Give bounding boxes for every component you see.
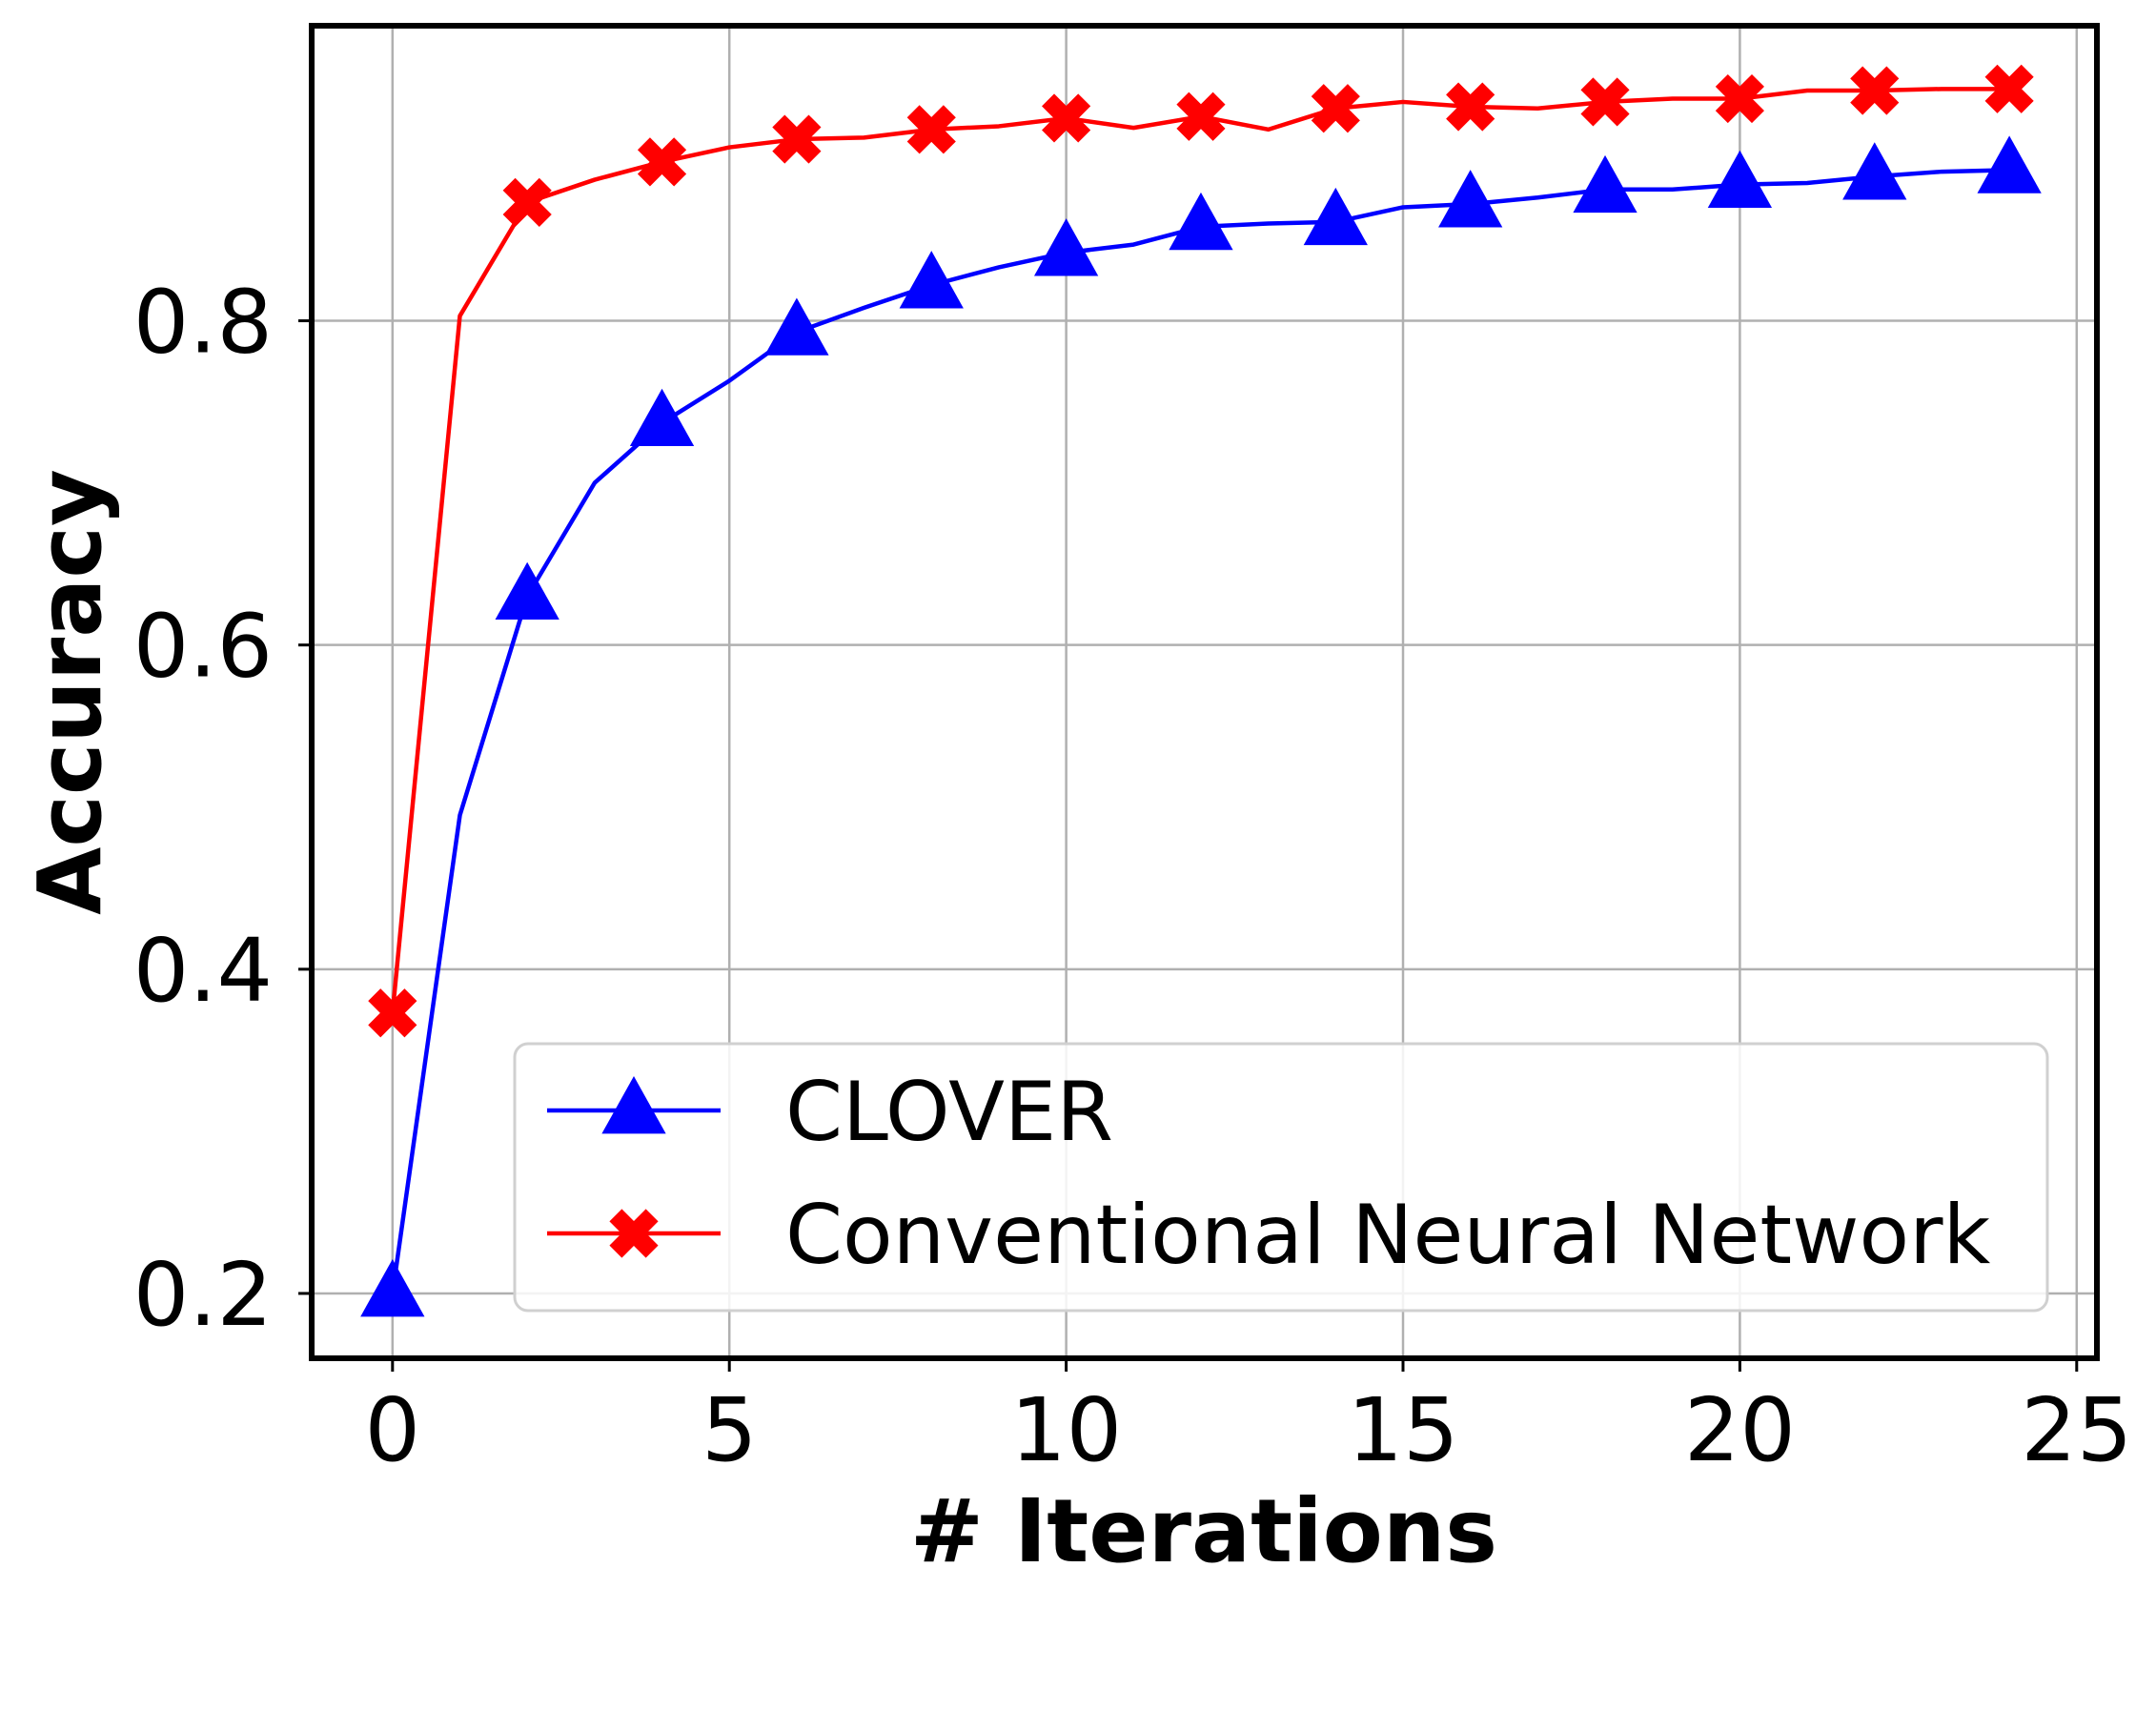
- data-point-x: [1715, 73, 1764, 124]
- data-point-triangle: [360, 1259, 425, 1317]
- x-marker-shape: [368, 988, 417, 1038]
- x-marker-shape: [1311, 84, 1360, 133]
- y-tick-label: 0.2: [133, 1244, 273, 1346]
- legend-entries: CLOVER Conventional Neural Network: [547, 1065, 1990, 1283]
- data-point-x: [1580, 77, 1630, 127]
- x-marker-shape: [1715, 73, 1764, 124]
- legend: CLOVER Conventional Neural Network: [513, 1042, 2049, 1313]
- x-marker-shape: [502, 177, 552, 227]
- tick-labels: 0 5 10 15 20 25 0.2 0.4 0.6 0.8: [133, 272, 2133, 1481]
- data-point-x: [1984, 64, 2034, 113]
- x-marker-shape: [1850, 66, 1900, 115]
- data-point-triangle: [1303, 187, 1368, 246]
- x-marker-shape: [772, 114, 822, 164]
- data-point-triangle: [1573, 154, 1637, 214]
- x-marker-shape: [906, 105, 956, 154]
- x-marker-shape: [1984, 64, 2034, 113]
- x-marker-shape: [1580, 77, 1630, 127]
- data-point-x: [1446, 82, 1495, 132]
- data-point-x: [1311, 84, 1360, 133]
- x-tick-label: 25: [2021, 1379, 2132, 1481]
- data-point-x: [1176, 92, 1226, 141]
- data-point-x: [1850, 66, 1900, 115]
- data-point-triangle: [899, 251, 964, 309]
- y-tick-label: 0.6: [133, 596, 273, 698]
- data-point-x: [772, 114, 822, 164]
- legend-label: Conventional Neural Network: [785, 1188, 1990, 1283]
- data-point-triangle: [764, 297, 829, 356]
- plot-frame: [309, 23, 2100, 1361]
- y-tick-label: 0.4: [133, 920, 273, 1022]
- data-point-triangle: [629, 388, 695, 447]
- data-point-x: [368, 988, 417, 1038]
- data-point-triangle: [495, 561, 559, 621]
- data-point-triangle: [1438, 170, 1503, 228]
- x-axis-title: # Iterations: [910, 1480, 1497, 1582]
- data-point-x: [502, 177, 552, 227]
- legend-box: [513, 1042, 2049, 1313]
- x-marker-shape: [609, 1209, 659, 1258]
- x-marker-shape: [1042, 93, 1091, 143]
- y-axis-title: Accuracy: [19, 469, 121, 915]
- x-tick-label: 20: [1684, 1379, 1796, 1481]
- x-marker-shape: [637, 137, 687, 187]
- data-point-triangle: [1707, 150, 1773, 209]
- data-point-triangle: [1977, 135, 2042, 193]
- x-tick-label: 10: [1010, 1379, 1122, 1481]
- legend-entry: Conventional Neural Network: [547, 1188, 1990, 1283]
- legend-marker-x: [609, 1209, 659, 1258]
- legend-entry: CLOVER: [547, 1065, 1113, 1160]
- x-tick-label: 0: [365, 1379, 421, 1481]
- x-marker-shape: [1176, 92, 1226, 141]
- series-conventional-neural-network: [368, 64, 2034, 1038]
- data-point-x: [1042, 93, 1091, 143]
- legend-marker-triangle: [601, 1076, 666, 1134]
- x-tick-label: 5: [702, 1379, 758, 1481]
- data-point-triangle: [1033, 218, 1099, 276]
- x-marker-shape: [1446, 82, 1495, 132]
- series-clover: [360, 135, 2042, 1317]
- series-layer: [360, 64, 2042, 1317]
- data-point-x: [637, 137, 687, 187]
- data-point-triangle: [1842, 142, 1907, 200]
- data-point-x: [906, 105, 956, 154]
- ticks: [298, 319, 2079, 1372]
- legend-label: CLOVER: [785, 1065, 1113, 1160]
- x-tick-label: 15: [1347, 1379, 1458, 1481]
- y-tick-label: 0.8: [133, 272, 273, 374]
- data-point-triangle: [1169, 192, 1233, 251]
